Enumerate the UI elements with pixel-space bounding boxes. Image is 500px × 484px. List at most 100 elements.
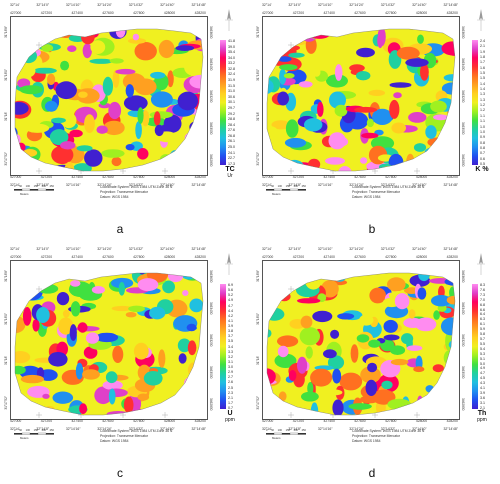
anomaly-blob [433, 310, 440, 320]
anomaly-blob [326, 74, 348, 88]
anomaly-blob [158, 349, 166, 368]
anomaly-blob [303, 29, 318, 32]
anomaly-blob [277, 291, 291, 302]
coord-label: 427600 [354, 255, 366, 259]
anomaly-blob [198, 351, 203, 364]
legend-tick-label: 4.1 [228, 318, 233, 323]
legend-tick-label: 5.7 [480, 336, 485, 341]
anomaly-blob [186, 134, 203, 151]
anomaly-blob [102, 380, 123, 390]
coord-label: 32°14'32" [380, 183, 396, 187]
metadata-line: Projection: Transverse Mercator [100, 434, 149, 438]
anomaly-blob [299, 327, 320, 346]
anomaly-blob [293, 167, 309, 171]
northing-labels: 3463600 3463400 3463200 3463000 3462800 [207, 26, 213, 166]
anomaly-blob [341, 375, 351, 385]
coord-label: 3463600 [209, 270, 213, 283]
anomaly-blob [143, 371, 163, 386]
anomaly-blob [189, 74, 203, 89]
anomaly-blob [118, 19, 131, 29]
anomaly-blob [83, 346, 98, 359]
coord-label: 427400 [71, 255, 83, 259]
anomaly-blob [391, 122, 406, 134]
legend-tick-label: 34.0 [228, 55, 235, 60]
anomaly-blob [84, 114, 95, 133]
map-metadata: Coordinate System: WGS 1984 UTM Zone 36 … [352, 429, 424, 444]
anomaly-blob [61, 112, 77, 129]
anomaly-blob [327, 355, 345, 370]
coord-label: 3462800 [461, 397, 465, 410]
coord-label: 427200 [292, 11, 305, 15]
coord-label: 31°18' [256, 356, 260, 366]
anomaly-blob [197, 384, 203, 390]
unit-sublabel: Ur [227, 173, 233, 179]
anomaly-blob [334, 64, 343, 81]
anomaly-blob [441, 127, 455, 142]
coord-label: 427200 [40, 419, 53, 423]
anomaly-blob [186, 146, 196, 154]
anomaly-blob [101, 149, 125, 158]
caption-b: b [368, 222, 376, 236]
anomaly-blob [393, 92, 402, 99]
anomaly-blobs [15, 261, 203, 415]
legend-tick-label: 1.1 [480, 113, 485, 118]
anomaly-blob [267, 151, 279, 159]
map-frame [262, 16, 460, 176]
anomaly-blob [83, 265, 104, 272]
anomaly-blob [137, 148, 149, 160]
anomaly-blob [118, 282, 126, 296]
anomaly-blob [41, 261, 61, 269]
scale-label: 50 [19, 429, 22, 432]
anomaly-blob [182, 290, 189, 296]
anomaly-blob [177, 91, 198, 111]
anomaly-blob [430, 100, 447, 113]
anomaly-blob [187, 340, 197, 356]
anomaly-blob [60, 141, 76, 150]
coord-label: 32°14'24" [97, 247, 112, 251]
unit-sublabel: ppm [477, 417, 487, 423]
grid-cross [414, 168, 420, 174]
coord-label: 32°14'48" [191, 427, 206, 431]
scale-label: 100 [25, 429, 30, 432]
anomaly-blob [15, 29, 26, 34]
legend-tick-label: 33.2 [228, 61, 235, 66]
legend-unit: K % [470, 166, 494, 173]
latitude-labels: 31°18'8" 31°18'0" 31°18' 31°17'52" [4, 26, 10, 166]
anomaly-blob [154, 124, 164, 137]
anomaly-blob [115, 68, 136, 75]
anomaly-blob [177, 273, 188, 277]
scale-labels: 0 50 100 150 200 250 [266, 429, 306, 432]
anomaly-blob [406, 345, 423, 351]
anomaly-blob [267, 154, 278, 164]
anomaly-blob [394, 293, 410, 310]
anomaly-blob [20, 374, 44, 384]
anomaly-blob [449, 399, 455, 407]
map-metadata: Coordinate System: WGS 1984 UTM Zone 36 … [100, 185, 172, 200]
anomaly-blob [431, 295, 452, 307]
latitude-labels: 31°18'8" 31°18'0" 31°18' 31°17'52" [256, 26, 262, 166]
legend-tick-label: 7.3 [480, 292, 485, 297]
legend-tick-label: 5.5 [480, 341, 485, 346]
bottom-coordinate-labels: 427000 427200 427400 427600 427800 428000 4282… [10, 419, 206, 431]
legend-tick-label: 5.2 [228, 293, 233, 298]
legend-tick-label: 1.5 [480, 76, 485, 81]
anomaly-blob [449, 286, 455, 300]
legend-tick-label: 3.2 [228, 354, 233, 359]
anomaly-blob [15, 412, 26, 415]
legend-tick-label: 4.1 [480, 386, 485, 391]
color-legend: 41.8 39.0 35.4 34.0 33.2 32.8 32.4 31.9 31.5 31.0… [220, 39, 240, 166]
anomaly-blob [297, 356, 308, 374]
coord-label: 427200 [40, 11, 53, 15]
anomaly-blob [281, 17, 294, 26]
legend-color-ramp [220, 40, 226, 165]
anomaly-blob [119, 261, 130, 272]
map-panel-a: 32°14' 32°14'0" 32°14'10" 32°14'24" 32°14'32… [4, 2, 242, 202]
grid-cross [288, 412, 294, 418]
anomaly-blob [15, 102, 29, 115]
metadata-line: Datum: WGS 1984 [352, 195, 381, 199]
anomaly-blob [15, 273, 17, 280]
anomaly-blob [325, 157, 345, 165]
coord-label: 3463200 [461, 89, 465, 103]
anomaly-blob [369, 287, 386, 304]
legend-tick-label: 30.1 [228, 100, 235, 105]
